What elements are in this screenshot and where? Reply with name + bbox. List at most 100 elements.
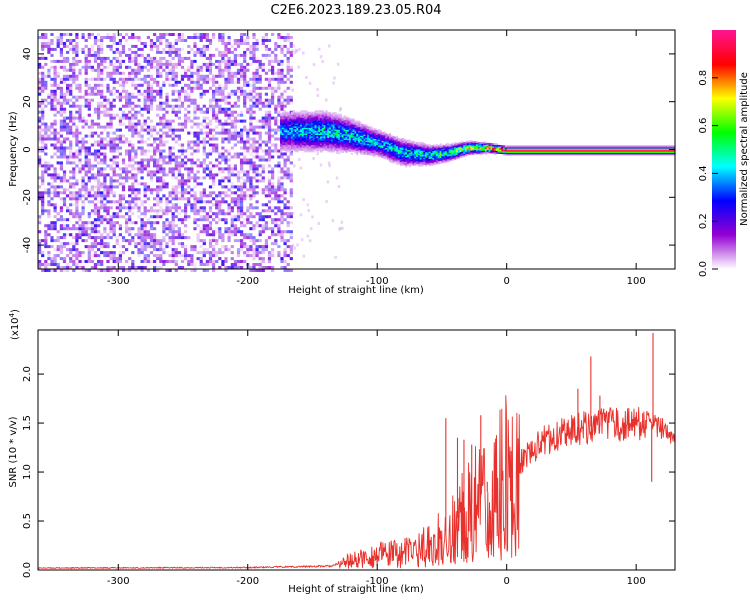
heatmap-cell bbox=[44, 42, 48, 45]
heatmap-cell bbox=[252, 128, 256, 132]
heatmap-cell bbox=[90, 188, 94, 192]
heatmap-cell bbox=[280, 150, 283, 153]
heatmap-cell bbox=[309, 227, 313, 231]
heatmap-cell bbox=[131, 266, 135, 269]
heatmap-cell bbox=[298, 113, 301, 115]
heatmap-cell bbox=[44, 242, 48, 246]
heatmap-cell bbox=[224, 230, 228, 234]
heatmap-cell bbox=[165, 206, 169, 210]
heatmap-cell bbox=[236, 197, 241, 201]
heatmap-cell bbox=[289, 117, 292, 120]
heatmap-cell bbox=[131, 173, 135, 177]
heatmap-cell bbox=[118, 209, 122, 213]
heatmap-cell bbox=[103, 236, 107, 240]
heatmap-cell bbox=[168, 170, 172, 174]
heatmap-cell bbox=[230, 266, 234, 269]
heatmap-cell bbox=[252, 170, 256, 174]
heatmap-cell bbox=[218, 71, 222, 75]
heatmap-cell bbox=[93, 227, 98, 231]
heatmap-cell bbox=[171, 44, 175, 48]
heatmap-cell bbox=[112, 149, 116, 153]
heatmap-cell bbox=[230, 251, 234, 255]
heatmap-cell bbox=[143, 221, 147, 225]
heatmap-cell bbox=[252, 257, 256, 261]
heatmap-cell bbox=[352, 125, 355, 128]
heatmap-cell bbox=[143, 92, 147, 96]
heatmap-cell bbox=[319, 163, 323, 167]
heatmap-cell bbox=[44, 236, 48, 240]
heatmap-cell bbox=[221, 212, 225, 216]
heatmap-cell bbox=[62, 218, 67, 222]
heatmap-cell bbox=[332, 134, 335, 137]
heatmap-cell bbox=[236, 212, 241, 216]
heatmap-cell bbox=[143, 101, 147, 105]
heatmap-cell bbox=[303, 140, 306, 143]
heatmap-cell bbox=[314, 136, 317, 138]
heatmap-cell bbox=[243, 128, 247, 132]
heatmap-cell bbox=[227, 137, 231, 141]
heatmap-cell bbox=[106, 206, 110, 210]
heatmap-cell bbox=[233, 104, 237, 108]
heatmap-cell bbox=[97, 224, 101, 228]
heatmap-cell bbox=[103, 36, 107, 39]
heatmap-cell bbox=[97, 122, 101, 126]
heatmap-cell bbox=[224, 221, 228, 225]
heatmap-cell bbox=[78, 224, 82, 228]
heatmap-cell bbox=[187, 143, 191, 147]
heatmap-cell bbox=[97, 89, 101, 93]
heatmap-cell bbox=[341, 136, 344, 139]
heatmap-cell bbox=[202, 143, 206, 147]
heatmap-cell bbox=[137, 239, 141, 243]
heatmap-cell bbox=[87, 269, 91, 272]
heatmap-cell bbox=[205, 215, 209, 219]
heatmap-cell bbox=[118, 266, 122, 269]
heatmap-cell bbox=[56, 248, 60, 252]
heatmap-cell bbox=[292, 141, 295, 144]
heatmap-cell bbox=[134, 179, 138, 183]
heatmap-cell bbox=[243, 155, 247, 159]
heatmap-cell bbox=[318, 146, 321, 148]
heatmap-cell bbox=[66, 44, 70, 48]
heatmap-cell bbox=[93, 56, 98, 60]
heatmap-cell bbox=[252, 50, 256, 54]
heatmap-cell bbox=[97, 77, 101, 81]
heatmap-cell bbox=[325, 136, 328, 138]
heatmap-cell bbox=[249, 77, 253, 81]
heatmap-cell bbox=[149, 239, 154, 243]
heatmap-cell bbox=[240, 212, 244, 216]
heatmap-cell bbox=[309, 134, 312, 137]
heatmap-cell bbox=[274, 119, 278, 123]
heatmap-cell bbox=[81, 33, 85, 36]
heatmap-cell bbox=[72, 155, 76, 159]
heatmap-cell bbox=[146, 59, 150, 63]
heatmap-cell bbox=[224, 110, 228, 114]
heatmap-cell bbox=[212, 212, 216, 216]
heatmap-cell bbox=[246, 188, 250, 192]
heatmap-cell bbox=[190, 101, 194, 105]
heatmap-cell bbox=[368, 149, 372, 152]
heatmap-cell bbox=[53, 92, 57, 96]
heatmap-cell bbox=[283, 134, 286, 137]
heatmap-cell bbox=[314, 144, 317, 147]
heatmap-cell bbox=[134, 125, 138, 129]
heatmap-cell bbox=[103, 152, 107, 156]
heatmap-cell bbox=[246, 107, 250, 111]
heatmap-cell bbox=[243, 140, 247, 144]
heatmap-cell bbox=[109, 269, 113, 272]
heatmap-cell bbox=[131, 113, 135, 117]
heatmap-cell bbox=[358, 139, 361, 142]
heatmap-cell bbox=[115, 200, 119, 204]
heatmap-cell bbox=[230, 224, 234, 228]
heatmap-cell bbox=[184, 83, 188, 87]
heatmap-cell bbox=[153, 197, 157, 201]
heatmap-cell bbox=[212, 74, 216, 78]
heatmap-cell bbox=[221, 200, 225, 204]
heatmap-cell bbox=[131, 116, 135, 120]
heatmap-cell bbox=[168, 44, 172, 48]
heatmap-cell bbox=[208, 128, 213, 132]
heatmap-cell bbox=[156, 107, 160, 111]
heatmap-cell bbox=[289, 44, 293, 48]
heatmap-cell bbox=[258, 215, 262, 219]
heatmap-cell bbox=[159, 39, 163, 42]
heatmap-cell bbox=[146, 110, 150, 114]
